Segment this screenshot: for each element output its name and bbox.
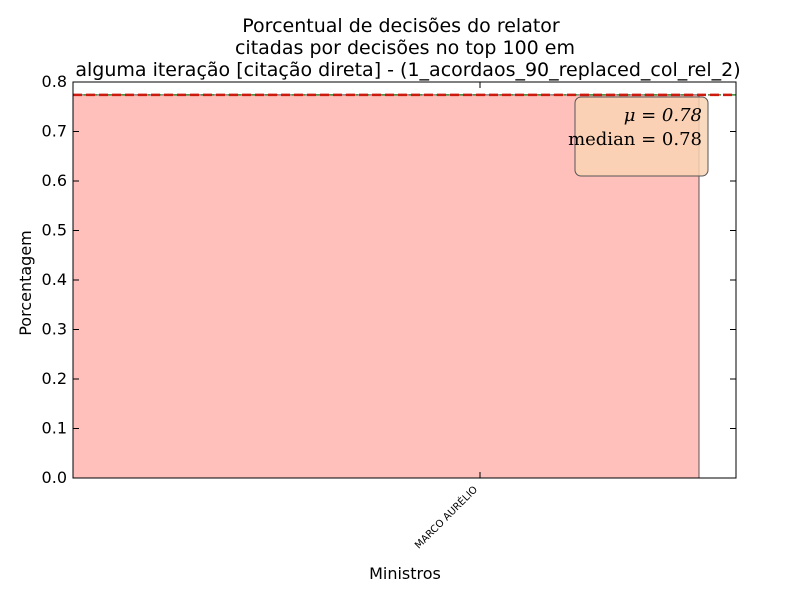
chart-title-line-2: citadas por decisões no top 100 em	[235, 37, 575, 59]
x-tick-label: MARCO AURÉLIO	[412, 483, 481, 552]
y-tick-label: 0.7	[42, 122, 67, 141]
stats-mean-text: μ = 0.78	[624, 105, 702, 126]
stats-box: μ = 0.78 median = 0.78	[568, 96, 709, 177]
stats-box-background	[574, 96, 709, 177]
y-tick-label: 0.3	[42, 320, 67, 339]
y-tick-label: 0.8	[42, 72, 67, 91]
stats-median-text: median = 0.78	[568, 129, 702, 150]
y-axis-label: Porcentagem	[16, 230, 35, 336]
y-axis: 0.0 0.1 0.2 0.3 0.4 0.5 0.6 0.7 0.8	[42, 72, 736, 487]
y-tick-label: 0.2	[42, 369, 67, 388]
chart-title-line-3: alguma iteração [citação direta] - (1_ac…	[75, 59, 740, 81]
y-tick-label: 0.0	[42, 468, 67, 487]
y-tick-label: 0.6	[42, 171, 67, 190]
y-tick-label: 0.4	[42, 270, 67, 289]
x-axis-label: Ministros	[369, 564, 441, 583]
y-tick-label: 0.1	[42, 419, 67, 438]
y-tick-label: 0.5	[42, 221, 67, 240]
chart-title-line-1: Porcentual de decisões do relator	[242, 15, 560, 37]
